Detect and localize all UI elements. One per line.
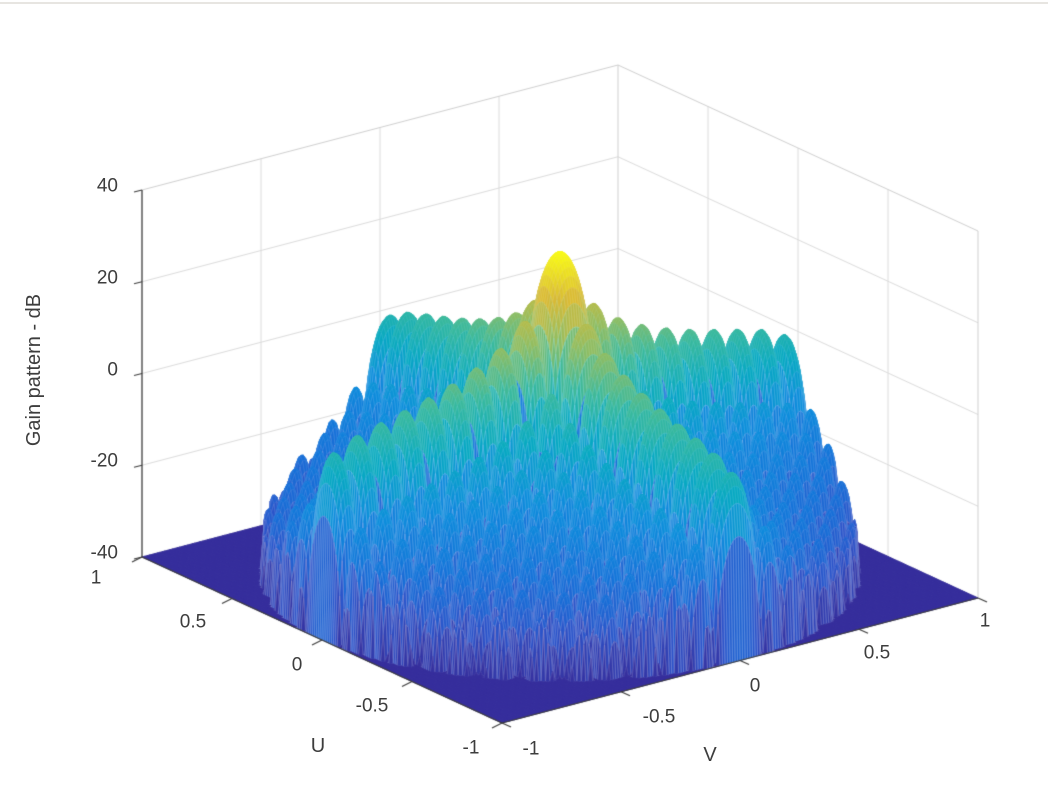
z-tick-label: 0 [107,359,118,381]
v-tick-label: 0.5 [863,642,891,664]
u-tick-label: 0.5 [179,611,207,633]
u-tick-label: 0 [291,654,303,676]
page-top-border [0,2,1048,4]
z-tick-label: 20 [96,267,118,289]
z-tick-label: -40 [90,542,118,564]
v-tick-label: -0.5 [642,706,676,728]
x-axis-label: U [310,735,326,757]
z-tick-label: -20 [90,450,118,472]
v-tick-label: -1 [522,738,540,760]
v-tick-label: 1 [979,610,991,632]
v-tick-label: 0 [749,675,761,697]
u-tick-label: -0.5 [355,695,389,717]
z-axis-label: Gain pattern - dB [23,293,45,447]
y-axis-label: V [703,744,717,766]
u-tick-label: -1 [462,737,480,759]
z-tick-label: 40 [96,175,118,197]
u-tick-label: 1 [90,567,102,589]
